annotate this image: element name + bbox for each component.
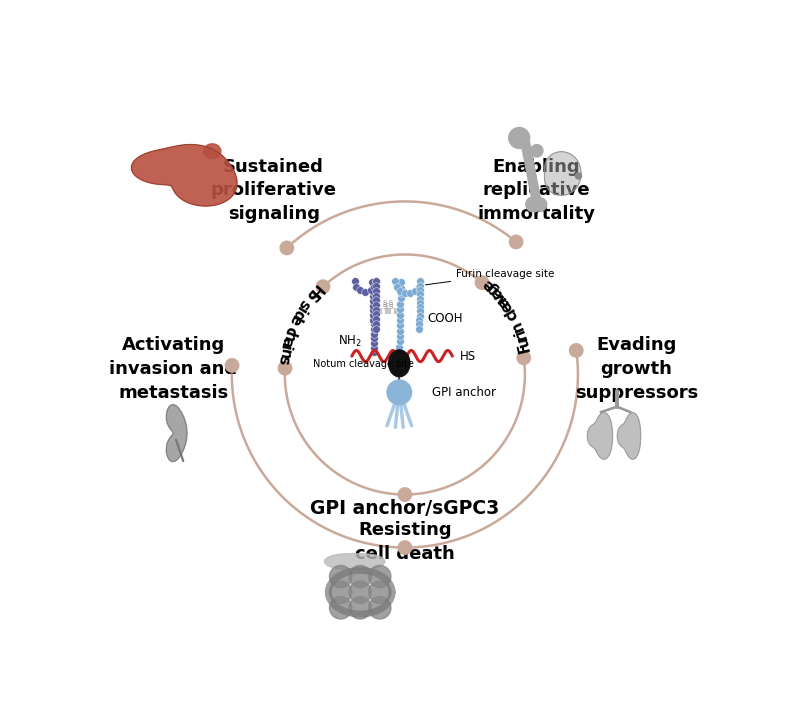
Text: Enabling
replicative
immortality: Enabling replicative immortality — [477, 157, 595, 223]
Circle shape — [533, 198, 547, 211]
Circle shape — [280, 241, 294, 254]
Circle shape — [329, 566, 352, 588]
Text: Evading
growth
suppressors: Evading growth suppressors — [575, 336, 698, 402]
Circle shape — [531, 144, 543, 157]
Circle shape — [349, 597, 371, 619]
Text: l: l — [502, 304, 517, 317]
Polygon shape — [204, 144, 221, 159]
Text: Resisting
cell death: Resisting cell death — [355, 521, 455, 563]
Polygon shape — [617, 413, 641, 459]
Text: i: i — [277, 344, 293, 352]
Circle shape — [476, 276, 489, 289]
Text: S-S: S-S — [382, 300, 394, 307]
Text: Notum cleavage site: Notum cleavage site — [313, 360, 413, 370]
Text: n: n — [509, 318, 526, 334]
Text: c: c — [504, 308, 521, 323]
Text: h: h — [280, 329, 297, 344]
Circle shape — [316, 280, 329, 294]
Text: e: e — [286, 312, 304, 328]
Circle shape — [369, 597, 391, 619]
Text: GPI anchor: GPI anchor — [431, 386, 495, 399]
Text: u: u — [514, 334, 532, 349]
Text: a: a — [487, 284, 506, 302]
Text: g: g — [483, 280, 502, 297]
Text: d: d — [288, 307, 307, 323]
Circle shape — [398, 541, 412, 554]
Circle shape — [575, 173, 581, 179]
Text: a: a — [495, 293, 513, 310]
Text: v: v — [491, 289, 509, 305]
Polygon shape — [166, 405, 187, 462]
Text: c: c — [281, 324, 299, 338]
Circle shape — [349, 566, 371, 588]
Text: COOH: COOH — [427, 312, 463, 326]
Text: r: r — [514, 331, 530, 342]
Text: H: H — [306, 281, 325, 300]
Circle shape — [278, 362, 292, 375]
Text: Sustained
proliferative
signaling: Sustained proliferative signaling — [211, 157, 337, 223]
Circle shape — [225, 359, 239, 372]
Circle shape — [398, 488, 412, 501]
Text: GPI anchor/sGPC3: GPI anchor/sGPC3 — [310, 499, 499, 518]
Circle shape — [329, 597, 352, 619]
Text: s: s — [275, 355, 291, 365]
Text: e: e — [480, 276, 498, 294]
Polygon shape — [544, 152, 581, 195]
Text: Activating
invasion and
metastasis: Activating invasion and metastasis — [109, 336, 237, 402]
Ellipse shape — [389, 350, 410, 377]
Circle shape — [526, 196, 541, 212]
Text: NH$_2$: NH$_2$ — [338, 334, 362, 349]
Text: S-S: S-S — [382, 302, 393, 308]
Circle shape — [517, 351, 530, 365]
Circle shape — [387, 380, 412, 405]
Text: HS: HS — [460, 349, 476, 362]
Text: S-S: S-S — [382, 304, 393, 310]
Text: i: i — [512, 326, 528, 336]
Circle shape — [369, 581, 391, 603]
Circle shape — [509, 128, 529, 149]
Polygon shape — [325, 554, 385, 569]
Text: e: e — [498, 298, 516, 315]
Text: s: s — [295, 297, 313, 312]
Text: S: S — [302, 286, 320, 304]
Circle shape — [369, 566, 391, 588]
Text: n: n — [276, 347, 292, 360]
Circle shape — [329, 581, 352, 603]
Text: F: F — [516, 340, 533, 353]
Circle shape — [510, 235, 523, 249]
Polygon shape — [587, 413, 612, 459]
Text: a: a — [278, 336, 295, 349]
Polygon shape — [131, 144, 237, 206]
Circle shape — [349, 581, 371, 603]
Circle shape — [570, 344, 583, 357]
Text: i: i — [293, 304, 308, 315]
Text: Furin cleavage site: Furin cleavage site — [426, 269, 555, 285]
